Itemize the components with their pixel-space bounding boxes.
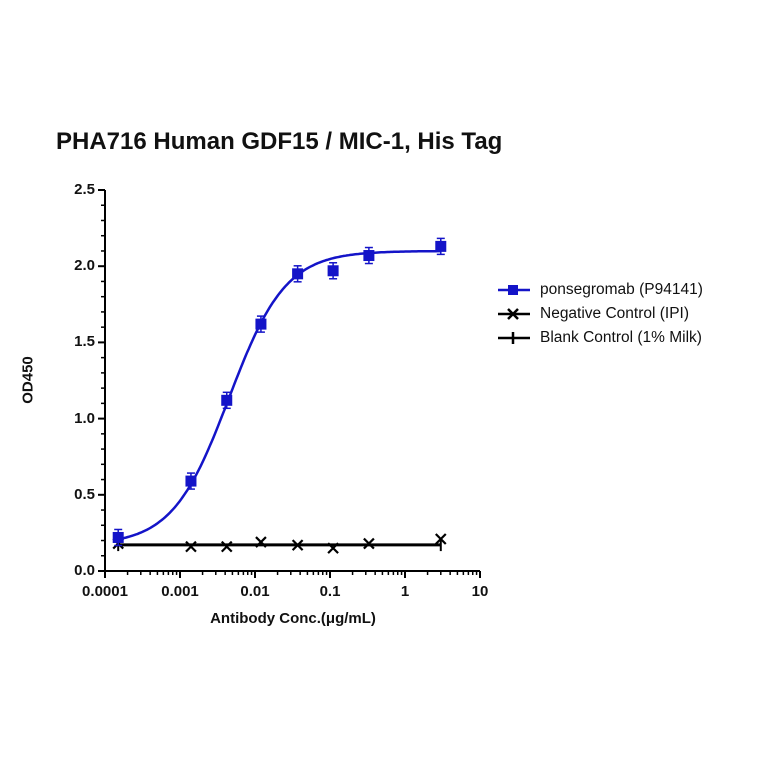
chart-title: PHA716 Human GDF15 / MIC-1, His Tag — [56, 128, 503, 155]
data-point — [435, 240, 447, 252]
y-tick-label: 2.0 — [74, 257, 95, 275]
x-tick-label: 0.0001 — [82, 583, 128, 600]
x-axis-label: Antibody Conc.(μg/mL) — [210, 610, 376, 627]
legend-item-blank-control: Blank Control (1% Milk) — [496, 326, 703, 350]
data-point — [363, 250, 375, 262]
x-tick-label: 0.01 — [240, 583, 270, 600]
ponsegromab-fit-curve — [117, 249, 441, 541]
y-tick-label: 2.5 — [74, 181, 95, 198]
x-tick-label: 0.001 — [161, 583, 199, 600]
legend: ponsegromab (P94141) Negative Control (I… — [496, 278, 703, 350]
x-tick-label: 0.1 — [319, 583, 341, 600]
y-tick-label: 0.5 — [74, 485, 95, 503]
data-point — [112, 531, 124, 543]
x-tick-label: 1 — [400, 583, 410, 600]
x-marker-icon — [498, 308, 530, 320]
legend-item-ponsegromab: ponsegromab (P94141) — [496, 278, 703, 302]
y-tick-label: 0.0 — [74, 562, 95, 579]
y-tick-label: 1.0 — [74, 409, 95, 427]
y-axis-label: OD450 — [19, 356, 37, 404]
y-tick-label: 1.5 — [74, 333, 95, 351]
data-point — [221, 394, 233, 406]
legend-item-negative-control: Negative Control (IPI) — [496, 302, 703, 326]
data-point — [255, 318, 267, 330]
square-marker-icon — [498, 285, 530, 295]
data-point — [327, 265, 339, 277]
plus-marker-icon — [498, 332, 530, 344]
data-point — [185, 475, 197, 487]
x-tick-label: 10 — [471, 583, 489, 600]
data-point — [292, 268, 304, 280]
